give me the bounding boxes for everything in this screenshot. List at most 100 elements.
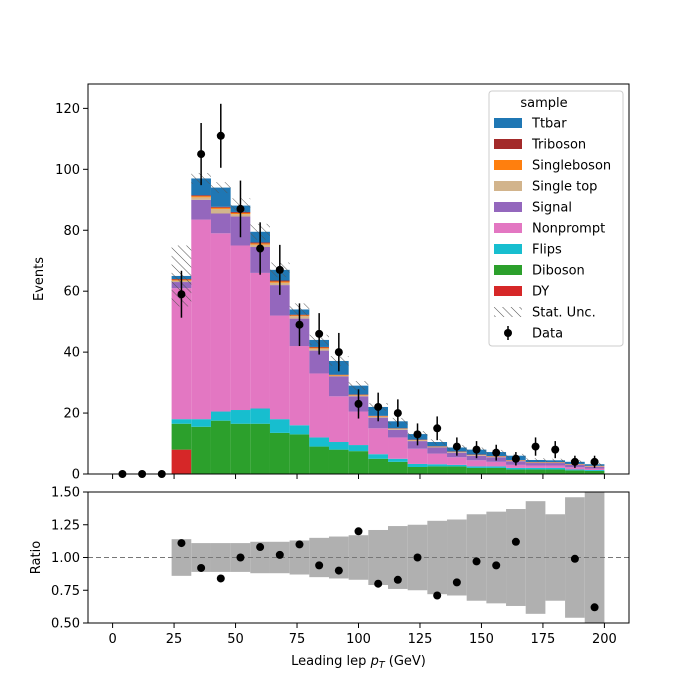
bar-diboson <box>545 469 566 474</box>
bar-flips <box>210 411 231 421</box>
legend-label-singleboson: Singleboson <box>532 159 611 174</box>
bar-triboson <box>191 195 211 197</box>
ratio-point <box>590 603 599 612</box>
data-point <box>492 448 501 457</box>
ratio-point <box>334 566 343 575</box>
ratio-panel: 0 25 50 75 100 125 150 175 200 0.50 0.75 1.00 1.25 1.… <box>29 486 630 671</box>
bar-nonprompt <box>191 219 211 420</box>
data-point <box>334 348 343 357</box>
bar-nonprompt <box>230 245 251 411</box>
series-flips <box>171 408 605 471</box>
legend-swatch-ttbar <box>494 118 522 128</box>
bar-diboson <box>309 446 329 474</box>
bar-diboson <box>171 423 192 450</box>
ratio-band-box <box>427 520 448 595</box>
y-tick-label: 20 <box>63 407 80 422</box>
x-tick-label: 125 <box>408 632 433 647</box>
data-point <box>551 445 560 454</box>
stat-unc-box <box>427 439 448 445</box>
x-tick-label: 150 <box>469 632 494 647</box>
bar-diboson <box>486 467 507 474</box>
legend-title: sample <box>520 96 567 111</box>
bar-nonprompt <box>545 465 566 468</box>
stat-unc-box <box>348 381 369 391</box>
series-dy <box>171 449 192 474</box>
bar-signal <box>210 213 231 234</box>
data-point <box>374 402 383 411</box>
data-point <box>236 204 245 213</box>
bar-nonprompt <box>269 315 290 420</box>
legend-label-data: Data <box>532 327 563 342</box>
stacked-bars <box>171 178 605 474</box>
legend-label-flips: Flips <box>532 243 562 258</box>
bar-signal <box>269 285 290 316</box>
ratio-point <box>315 561 324 570</box>
bar-single-top <box>210 208 231 214</box>
ratio-point <box>216 574 225 583</box>
bar-nonprompt <box>447 457 467 465</box>
ratio-points <box>177 527 599 612</box>
bar-flips <box>545 467 566 470</box>
bar-singleboson <box>210 207 231 209</box>
bar-signal <box>388 429 408 438</box>
y-tick-label: 0 <box>72 468 80 483</box>
series-diboson <box>171 420 605 474</box>
data-point <box>433 424 442 433</box>
bar-nonprompt <box>407 448 428 464</box>
bar-nonprompt <box>525 465 546 468</box>
legend-swatch-flips <box>494 244 522 254</box>
x-axis-label: Leading lep pT (GeV) <box>291 654 426 671</box>
bar-nonprompt <box>565 467 585 470</box>
bar-diboson <box>427 466 448 474</box>
bar-nonprompt <box>171 288 192 420</box>
bar-diboson <box>191 426 211 474</box>
data-point <box>393 409 402 418</box>
bar-nonprompt <box>388 437 408 459</box>
x-tick-label: 25 <box>166 632 183 647</box>
bar-flips <box>466 466 487 468</box>
bar-singleboson <box>328 374 349 376</box>
data-point <box>275 265 284 274</box>
bar-flips <box>191 419 211 427</box>
data-points <box>118 103 599 478</box>
series-nonprompt <box>171 219 605 471</box>
bar-flips <box>407 463 428 467</box>
bar-diboson <box>447 466 467 474</box>
legend-label-nonprompt: Nonprompt <box>532 222 605 237</box>
legend-label-single-top: Single top <box>532 180 597 195</box>
x-tick-label: 0 <box>108 632 116 647</box>
ratio-point <box>472 557 481 566</box>
legend-marker-data <box>504 329 512 337</box>
legend-swatch-triboson <box>494 139 522 149</box>
data-point <box>590 457 599 466</box>
x-tick-label: 50 <box>227 632 244 647</box>
legend-swatch-signal <box>494 202 522 212</box>
y-tick-label: 0.50 <box>51 617 80 632</box>
bar-diboson <box>466 467 487 474</box>
bar-single-top <box>191 197 211 200</box>
bar-single-top <box>427 446 448 448</box>
x-tick-label: 200 <box>592 632 617 647</box>
bar-nonprompt <box>348 411 369 446</box>
bar-flips <box>565 469 585 471</box>
data-point <box>315 329 324 338</box>
bar-flips <box>171 419 192 424</box>
bar-nonprompt <box>210 233 231 412</box>
bar-diboson <box>506 469 526 474</box>
bar-nonprompt <box>309 373 329 438</box>
ratio-point <box>177 539 186 548</box>
bar-diboson <box>565 470 585 474</box>
bar-flips <box>447 464 467 467</box>
legend-swatch-singleboson <box>494 160 522 170</box>
legend-swatch-single-top <box>494 181 522 191</box>
legend-swatch-dy <box>494 286 522 296</box>
y-tick-label: 0.75 <box>51 584 80 599</box>
y-tick-label: 60 <box>63 285 80 300</box>
legend-swatch-stat-unc <box>494 307 522 317</box>
bar-diboson <box>210 420 231 474</box>
legend-label-dy: DY <box>532 285 549 300</box>
data-point <box>472 445 481 454</box>
ratio-point <box>295 540 304 549</box>
legend-label-stat-unc-: Stat. Unc. <box>532 306 596 321</box>
bar-flips <box>525 467 546 470</box>
